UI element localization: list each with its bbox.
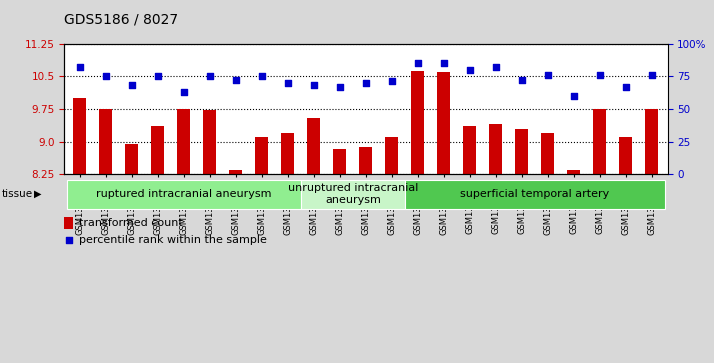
Bar	[333, 149, 346, 174]
Point	[386, 78, 398, 84]
Point	[152, 73, 164, 79]
Bar	[301, 179, 405, 209]
Point	[620, 84, 632, 90]
Point	[178, 89, 190, 95]
Bar	[281, 133, 294, 174]
Point	[100, 73, 111, 79]
Bar	[67, 179, 301, 209]
Point	[646, 72, 658, 78]
Bar	[99, 109, 112, 174]
Bar	[645, 109, 658, 174]
Bar	[463, 126, 476, 174]
Point	[594, 72, 605, 78]
Point	[308, 82, 320, 88]
Point	[282, 80, 293, 86]
Bar	[568, 170, 580, 174]
Bar	[359, 147, 373, 174]
Point	[63, 237, 74, 242]
Bar	[405, 179, 665, 209]
Point	[412, 60, 423, 66]
Text: percentile rank within the sample: percentile rank within the sample	[79, 234, 266, 245]
Text: GDS5186 / 8027: GDS5186 / 8027	[64, 13, 178, 27]
Point	[568, 93, 580, 99]
Bar	[126, 144, 139, 174]
Text: tissue: tissue	[2, 189, 34, 199]
Bar	[490, 124, 503, 174]
Bar	[411, 71, 424, 174]
Point	[126, 82, 138, 88]
Bar	[593, 109, 606, 174]
Point	[491, 64, 502, 70]
Bar	[438, 72, 451, 174]
Point	[516, 77, 528, 83]
Point	[74, 64, 86, 70]
Bar	[229, 170, 242, 174]
Bar	[64, 217, 74, 229]
Bar	[151, 126, 164, 174]
Point	[438, 60, 450, 66]
Bar	[516, 129, 528, 174]
Bar	[386, 137, 398, 174]
Point	[360, 80, 371, 86]
Bar	[74, 98, 86, 174]
Bar	[620, 137, 633, 174]
Bar	[177, 109, 191, 174]
Point	[464, 67, 476, 73]
Text: unruptured intracranial
aneurysm: unruptured intracranial aneurysm	[288, 183, 418, 205]
Point	[256, 73, 268, 79]
Bar	[308, 118, 321, 174]
Text: superficial temporal artery: superficial temporal artery	[461, 189, 610, 199]
Bar	[203, 110, 216, 174]
Bar	[541, 133, 555, 174]
Text: ruptured intracranial aneurysm: ruptured intracranial aneurysm	[96, 189, 271, 199]
Text: ▶: ▶	[34, 189, 42, 199]
Text: transformed count: transformed count	[79, 218, 183, 228]
Point	[542, 72, 553, 78]
Point	[334, 84, 346, 90]
Point	[230, 77, 241, 83]
Bar	[256, 137, 268, 174]
Point	[204, 73, 216, 79]
